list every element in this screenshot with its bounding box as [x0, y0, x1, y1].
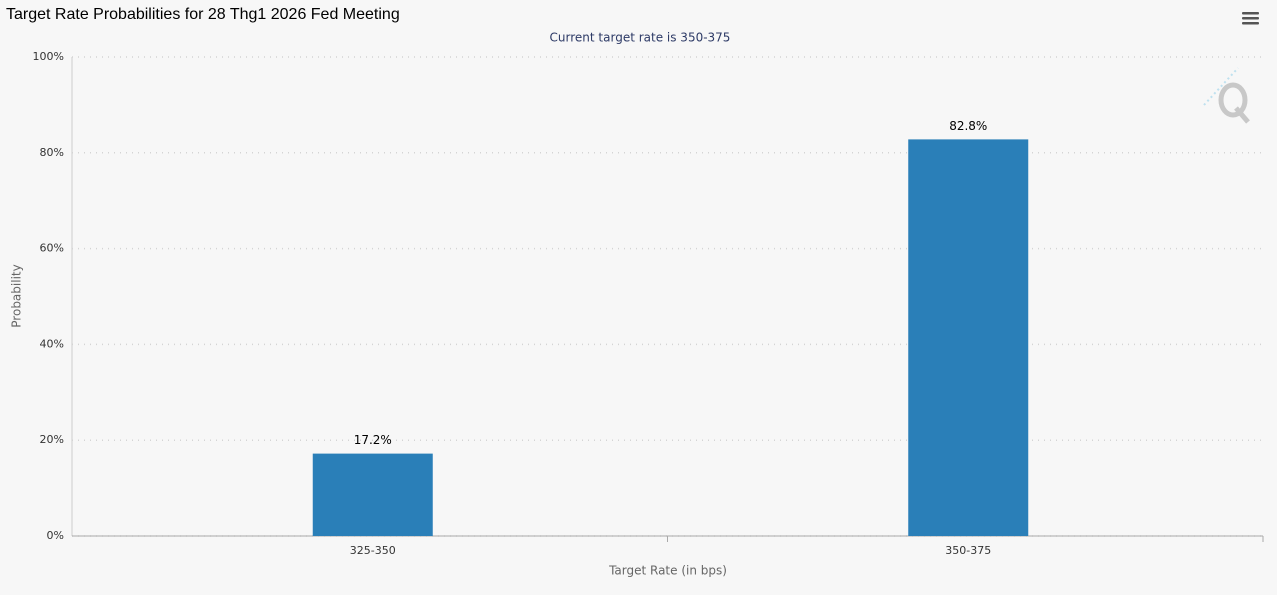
bar — [312, 453, 433, 536]
y-tick-label: 100% — [33, 50, 64, 63]
logo — [1203, 67, 1250, 124]
data-label: 82.8% — [949, 119, 987, 133]
menu-button[interactable] — [1242, 12, 1259, 25]
data-label: 17.2% — [354, 433, 392, 447]
y-tick-label: 0% — [47, 529, 64, 542]
y-tick-label: 60% — [40, 242, 64, 255]
y-tick-label: 80% — [40, 146, 64, 159]
y-tick-label: 20% — [40, 433, 64, 446]
chart-subtitle: Current target rate is 350-375 — [550, 31, 731, 45]
x-axis-title: Target Rate (in bps) — [608, 564, 727, 578]
y-axis-title: Probability — [10, 264, 24, 327]
bar — [908, 139, 1029, 536]
x-tick-label: 325-350 — [350, 544, 396, 557]
y-tick-label: 40% — [40, 337, 64, 350]
chart-title: Target Rate Probabilities for 28 Thg1 20… — [6, 6, 400, 23]
x-tick-label: 350-375 — [945, 544, 991, 557]
